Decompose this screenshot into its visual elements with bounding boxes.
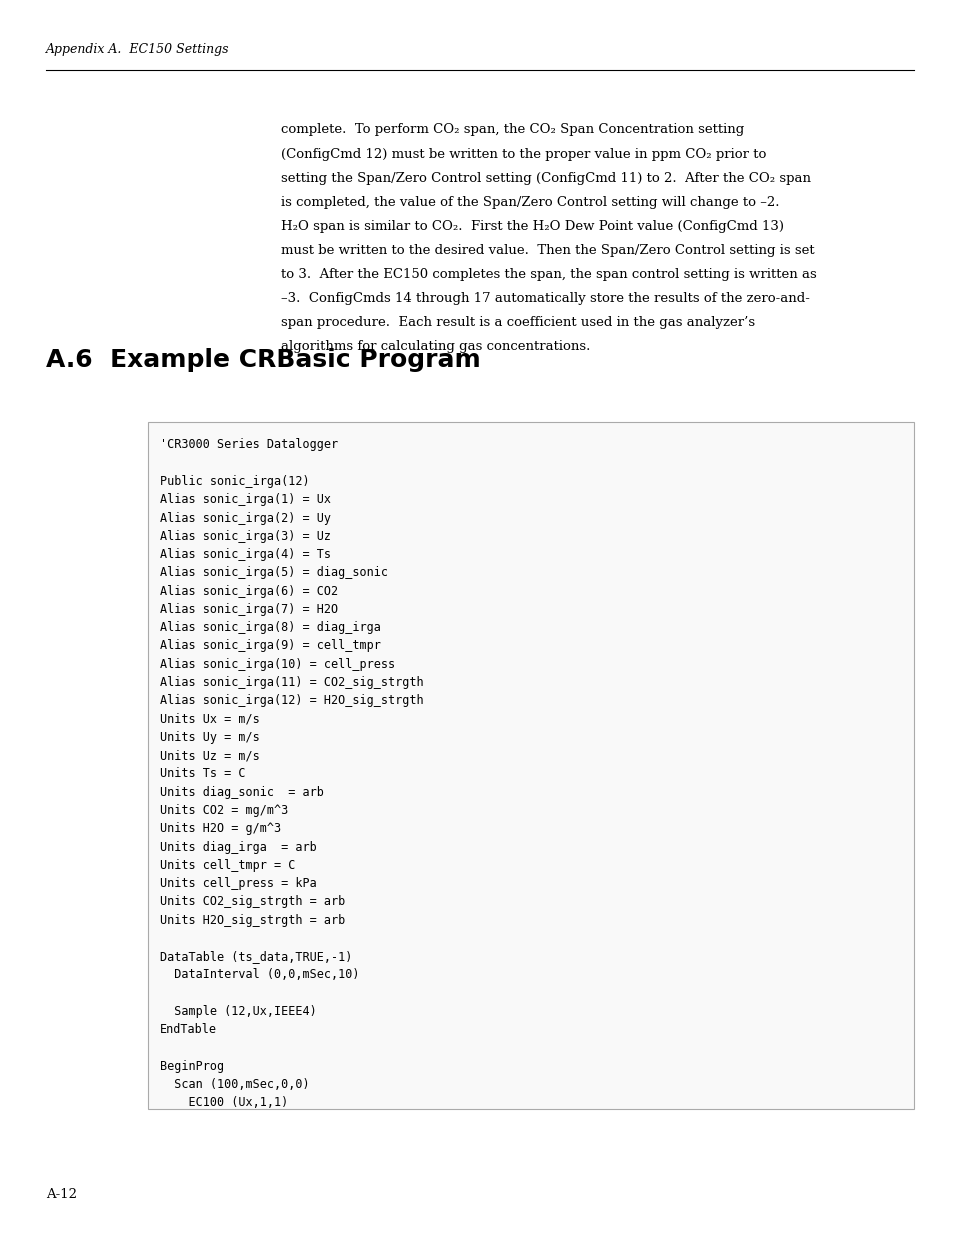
Text: Units H2O_sig_strgth = arb: Units H2O_sig_strgth = arb xyxy=(160,914,345,926)
Text: Units Uy = m/s: Units Uy = m/s xyxy=(160,731,260,743)
Text: Alias sonic_irga(1) = Ux: Alias sonic_irga(1) = Ux xyxy=(160,493,331,506)
Text: EC100 (Ux,1,1): EC100 (Ux,1,1) xyxy=(160,1097,288,1109)
Text: Alias sonic_irga(11) = CO2_sig_strgth: Alias sonic_irga(11) = CO2_sig_strgth xyxy=(160,676,423,689)
Text: DataInterval (0,0,mSec,10): DataInterval (0,0,mSec,10) xyxy=(160,968,359,982)
Text: Alias sonic_irga(12) = H2O_sig_strgth: Alias sonic_irga(12) = H2O_sig_strgth xyxy=(160,694,423,708)
Text: setting the Span/Zero Control setting (ConfigCmd 11) to 2.  After the CO₂ span: setting the Span/Zero Control setting (C… xyxy=(281,172,811,185)
Text: Alias sonic_irga(8) = diag_irga: Alias sonic_irga(8) = diag_irga xyxy=(160,621,381,635)
Text: Units Ts = C: Units Ts = C xyxy=(160,767,246,781)
Text: A-12: A-12 xyxy=(46,1188,76,1202)
Text: 'CR3000 Series Datalogger: 'CR3000 Series Datalogger xyxy=(160,438,338,452)
Text: is completed, the value of the Span/Zero Control setting will change to –2.: is completed, the value of the Span/Zero… xyxy=(281,195,780,209)
Text: Appendix A.  EC150 Settings: Appendix A. EC150 Settings xyxy=(46,43,229,57)
FancyBboxPatch shape xyxy=(148,422,913,1109)
Text: span procedure.  Each result is a coefficient used in the gas analyzer’s: span procedure. Each result is a coeffic… xyxy=(281,316,755,330)
Text: Public sonic_irga(12): Public sonic_irga(12) xyxy=(160,475,310,488)
Text: Alias sonic_irga(6) = CO2: Alias sonic_irga(6) = CO2 xyxy=(160,584,338,598)
Text: must be written to the desired value.  Then the Span/Zero Control setting is set: must be written to the desired value. Th… xyxy=(281,245,814,257)
Text: Units CO2 = mg/m^3: Units CO2 = mg/m^3 xyxy=(160,804,288,818)
Text: Alias sonic_irga(4) = Ts: Alias sonic_irga(4) = Ts xyxy=(160,548,331,561)
Text: Sample (12,Ux,IEEE4): Sample (12,Ux,IEEE4) xyxy=(160,1005,316,1018)
Text: BeginProg: BeginProg xyxy=(160,1060,224,1073)
Text: Scan (100,mSec,0,0): Scan (100,mSec,0,0) xyxy=(160,1078,310,1092)
Text: Units diag_sonic  = arb: Units diag_sonic = arb xyxy=(160,785,324,799)
Text: (ConfigCmd 12) must be written to the proper value in ppm CO₂ prior to: (ConfigCmd 12) must be written to the pr… xyxy=(281,148,766,161)
Text: Units cell_tmpr = C: Units cell_tmpr = C xyxy=(160,858,295,872)
Text: H₂O span is similar to CO₂.  First the H₂O Dew Point value (ConfigCmd 13): H₂O span is similar to CO₂. First the H₂… xyxy=(281,220,783,233)
Text: Units Ux = m/s: Units Ux = m/s xyxy=(160,713,260,726)
Text: Alias sonic_irga(10) = cell_press: Alias sonic_irga(10) = cell_press xyxy=(160,658,395,671)
Text: –3.  ConfigCmds 14 through 17 automatically store the results of the zero-and-: –3. ConfigCmds 14 through 17 automatical… xyxy=(281,291,809,305)
Text: DataTable (ts_data,TRUE,-1): DataTable (ts_data,TRUE,-1) xyxy=(160,950,353,963)
Text: Units cell_press = kPa: Units cell_press = kPa xyxy=(160,877,316,890)
Text: Alias sonic_irga(3) = Uz: Alias sonic_irga(3) = Uz xyxy=(160,530,331,543)
Text: A.6  Example CRBasic Program: A.6 Example CRBasic Program xyxy=(46,348,480,372)
Text: Alias sonic_irga(7) = H2O: Alias sonic_irga(7) = H2O xyxy=(160,603,338,616)
Text: Units Uz = m/s: Units Uz = m/s xyxy=(160,750,260,762)
Text: Units H2O = g/m^3: Units H2O = g/m^3 xyxy=(160,823,281,835)
Text: complete.  To perform CO₂ span, the CO₂ Span Concentration setting: complete. To perform CO₂ span, the CO₂ S… xyxy=(281,124,744,137)
Text: to 3.  After the EC150 completes the span, the span control setting is written a: to 3. After the EC150 completes the span… xyxy=(281,268,817,282)
Text: Units diag_irga  = arb: Units diag_irga = arb xyxy=(160,841,316,853)
Text: Alias sonic_irga(5) = diag_sonic: Alias sonic_irga(5) = diag_sonic xyxy=(160,567,388,579)
Text: algorithms for calculating gas concentrations.: algorithms for calculating gas concentra… xyxy=(281,340,590,353)
Text: EndTable: EndTable xyxy=(160,1024,217,1036)
Text: Alias sonic_irga(2) = Uy: Alias sonic_irga(2) = Uy xyxy=(160,511,331,525)
Text: Units CO2_sig_strgth = arb: Units CO2_sig_strgth = arb xyxy=(160,895,345,909)
Text: Alias sonic_irga(9) = cell_tmpr: Alias sonic_irga(9) = cell_tmpr xyxy=(160,640,381,652)
